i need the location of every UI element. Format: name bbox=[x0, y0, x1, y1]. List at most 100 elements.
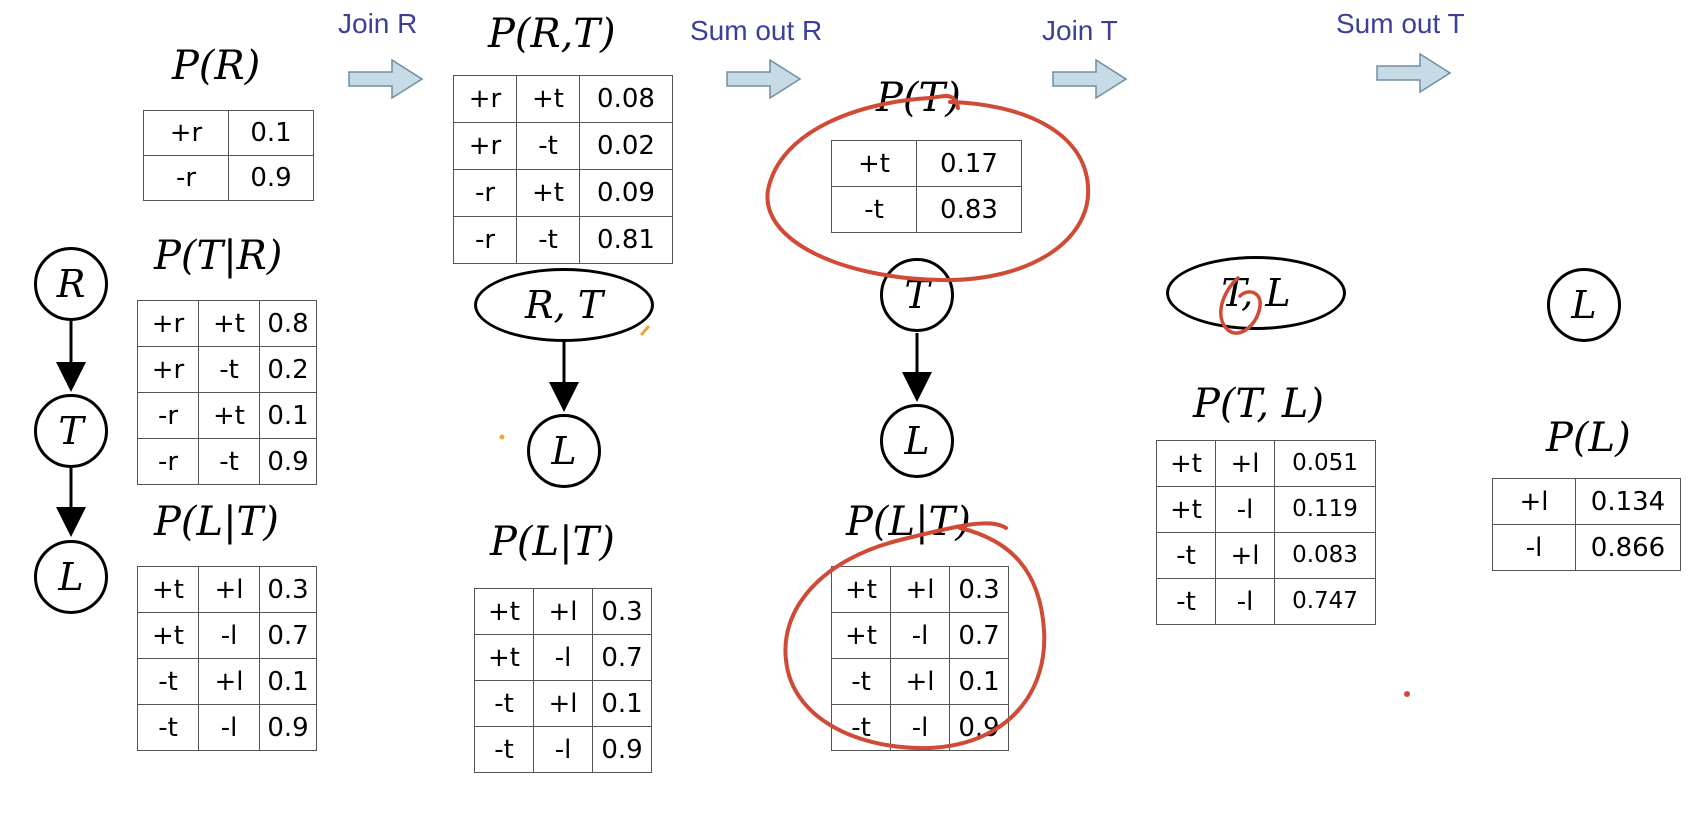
table-cell: -l bbox=[198, 612, 260, 659]
table-cell: +t bbox=[474, 634, 534, 681]
table-cell: +t bbox=[1156, 440, 1216, 487]
table-cell: 0.3 bbox=[259, 566, 317, 613]
table-cell: -l bbox=[1215, 486, 1275, 533]
table-cell: +t bbox=[137, 612, 199, 659]
table-cell: -t bbox=[516, 216, 580, 264]
ptl-table: +t +l 0.051 +t -l 0.119 -t +l 0.083 -t -l 0.747 bbox=[1156, 440, 1376, 625]
table-cell: -t bbox=[137, 658, 199, 705]
table-cell: 0.17 bbox=[916, 140, 1022, 187]
node-l: L bbox=[880, 404, 954, 478]
table-cell: -l bbox=[533, 634, 593, 681]
table-cell: +t bbox=[474, 588, 534, 635]
table-cell: -l bbox=[1215, 578, 1275, 625]
table-cell: +r bbox=[143, 110, 229, 156]
table-cell: +l bbox=[1492, 478, 1576, 525]
step-label-sum-out-t: Sum out T bbox=[1336, 8, 1465, 39]
table-cell: -t bbox=[474, 680, 534, 727]
table-cell: 0.9 bbox=[259, 704, 317, 751]
table-cell: +l bbox=[533, 588, 593, 635]
table-row: -r -t 0.9 bbox=[137, 438, 317, 485]
table-cell: 0.81 bbox=[579, 216, 673, 264]
table-cell: 0.2 bbox=[259, 346, 317, 393]
table-cell: +t bbox=[137, 566, 199, 613]
annotation-dot bbox=[499, 434, 505, 440]
prt-label: P(R,T) bbox=[488, 11, 616, 57]
table-row: -r 0.9 bbox=[143, 155, 314, 201]
table-cell: 0.866 bbox=[1575, 524, 1681, 571]
plt-label: P(L|T) bbox=[846, 499, 971, 545]
table-row: -r +t 0.1 bbox=[137, 392, 317, 439]
table-cell: +t bbox=[198, 392, 260, 439]
table-cell: 0.9 bbox=[949, 704, 1009, 751]
table-row: -r -t 0.81 bbox=[453, 216, 673, 264]
table-cell: +t bbox=[831, 140, 917, 187]
table-cell: 0.051 bbox=[1274, 440, 1376, 487]
table-cell: 0.3 bbox=[592, 588, 652, 635]
node-l: L bbox=[527, 414, 601, 488]
table-row: +l 0.134 bbox=[1492, 478, 1681, 525]
table-row: -t -l 0.747 bbox=[1156, 578, 1376, 625]
plt-label: P(L|T) bbox=[154, 499, 279, 545]
table-cell: 0.8 bbox=[259, 300, 317, 347]
table-cell: -t bbox=[831, 658, 891, 705]
step-arrow-icon bbox=[1052, 58, 1128, 100]
pr-label: P(R) bbox=[172, 43, 261, 89]
table-row: +r -t 0.2 bbox=[137, 346, 317, 393]
table-cell: +t bbox=[831, 566, 891, 613]
table-row: -r +t 0.09 bbox=[453, 169, 673, 217]
table-row: -t +l 0.083 bbox=[1156, 532, 1376, 579]
table-row: +t -l 0.7 bbox=[474, 634, 652, 681]
table-cell: -l bbox=[533, 726, 593, 773]
table-cell: +r bbox=[137, 346, 199, 393]
table-cell: +l bbox=[198, 658, 260, 705]
table-cell: -t bbox=[1156, 532, 1216, 579]
pl-label: P(L) bbox=[1546, 415, 1631, 461]
table-cell: 0.134 bbox=[1575, 478, 1681, 525]
table-cell: 0.9 bbox=[259, 438, 317, 485]
table-cell: -t bbox=[198, 346, 260, 393]
table-cell: 0.083 bbox=[1274, 532, 1376, 579]
table-row: +t +l 0.3 bbox=[474, 588, 652, 635]
table-cell: -t bbox=[831, 704, 891, 751]
step-arrow-icon bbox=[348, 58, 424, 100]
table-cell: -l bbox=[198, 704, 260, 751]
pt-table: +t 0.17 -t 0.83 bbox=[831, 140, 1022, 233]
table-cell: -t bbox=[474, 726, 534, 773]
table-cell: 0.7 bbox=[949, 612, 1009, 659]
table-cell: -t bbox=[831, 186, 917, 233]
step-arrow-icon bbox=[1376, 52, 1452, 94]
node-t: T bbox=[880, 258, 954, 332]
table-cell: -l bbox=[1492, 524, 1576, 571]
table-cell: 0.1 bbox=[592, 680, 652, 727]
table-cell: +t bbox=[831, 612, 891, 659]
step-arrow-icon bbox=[726, 58, 802, 100]
table-cell: +l bbox=[1215, 440, 1275, 487]
table-cell: 0.119 bbox=[1274, 486, 1376, 533]
node-l: L bbox=[1547, 268, 1621, 342]
table-cell: +t bbox=[1156, 486, 1216, 533]
annotation-dot bbox=[1404, 691, 1410, 697]
pt-label: P(T) bbox=[876, 75, 961, 121]
table-cell: +r bbox=[137, 300, 199, 347]
table-cell: +l bbox=[890, 566, 950, 613]
table-cell: 0.9 bbox=[592, 726, 652, 773]
table-row: +t 0.17 bbox=[831, 140, 1022, 187]
table-cell: 0.83 bbox=[916, 186, 1022, 233]
table-cell: -r bbox=[143, 155, 229, 201]
table-row: +r +t 0.08 bbox=[453, 75, 673, 123]
step-label-join-t: Join T bbox=[1042, 15, 1118, 46]
table-cell: -t bbox=[1156, 578, 1216, 625]
table-row: -t -l 0.9 bbox=[137, 704, 317, 751]
plt-table: +t +l 0.3 +t -l 0.7 -t +l 0.1 -t -l 0.9 bbox=[137, 566, 317, 751]
step-label-join-r: Join R bbox=[338, 8, 418, 39]
table-cell: +r bbox=[453, 122, 517, 170]
table-cell: 0.09 bbox=[579, 169, 673, 217]
pl-table: +l 0.134 -l 0.866 bbox=[1492, 478, 1681, 571]
table-cell: 0.9 bbox=[228, 155, 314, 201]
table-cell: -r bbox=[137, 392, 199, 439]
ptr-table: +r +t 0.8 +r -t 0.2 -r +t 0.1 -r -t 0.9 bbox=[137, 300, 317, 485]
table-row: +t -l 0.7 bbox=[137, 612, 317, 659]
node-t-l: T, L bbox=[1166, 256, 1346, 330]
table-cell: -r bbox=[453, 216, 517, 264]
table-cell: 0.747 bbox=[1274, 578, 1376, 625]
